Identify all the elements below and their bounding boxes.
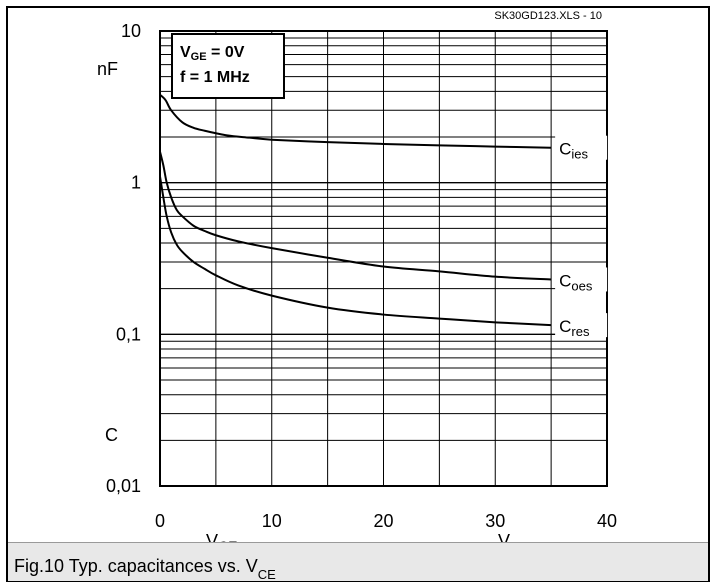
caption-main: Fig.10 Typ. capacitances vs. V: [14, 556, 258, 576]
series-label-ies: Cies: [559, 140, 588, 162]
x-tick-label: 10: [262, 511, 282, 531]
series-label-oes: Coes: [559, 271, 593, 293]
y-axis-label: C: [105, 425, 118, 445]
y-tick-label: 1: [131, 173, 141, 193]
source-label: SK30GD123.XLS - 10: [494, 10, 602, 22]
series-line-res: [159, 176, 552, 327]
figure-caption: Fig.10 Typ. capacitances vs. VCE: [14, 556, 276, 582]
x-tick-label: 20: [373, 511, 393, 531]
conditions-box: VGE = 0V f = 1 MHz: [171, 33, 285, 99]
series-labels: Cies Coes Cres: [555, 135, 608, 339]
x-tick-label: 40: [597, 511, 617, 531]
x-tick-labels: 0 10 20 30 40: [155, 511, 617, 531]
series-label-bg-res: [555, 313, 608, 338]
series-label-bg-oes: [555, 267, 608, 292]
x-tick-label: 30: [485, 511, 505, 531]
caption-subscript: CE: [257, 567, 276, 582]
x-tick-label: 0: [155, 511, 165, 531]
series-line-ies: [159, 93, 552, 149]
y-tick-labels: 10 1 0,1 0,01: [106, 21, 141, 496]
y-tick-label: 0,1: [116, 324, 141, 344]
y-unit-label: nF: [97, 59, 118, 79]
series-label-bg-ies: [555, 135, 608, 160]
condition-vge: VGE = 0V: [180, 44, 245, 63]
y-tick-label: 0,01: [106, 476, 141, 496]
series-layer: [159, 93, 552, 327]
caption-bar: [8, 542, 708, 581]
y-tick-label: 10: [121, 21, 141, 41]
plot-area-border: [159, 30, 608, 487]
condition-frequency: f = 1 MHz: [180, 69, 250, 86]
series-label-res: Cres: [559, 317, 590, 339]
grid: [160, 31, 607, 486]
series-line-oes: [159, 151, 552, 281]
